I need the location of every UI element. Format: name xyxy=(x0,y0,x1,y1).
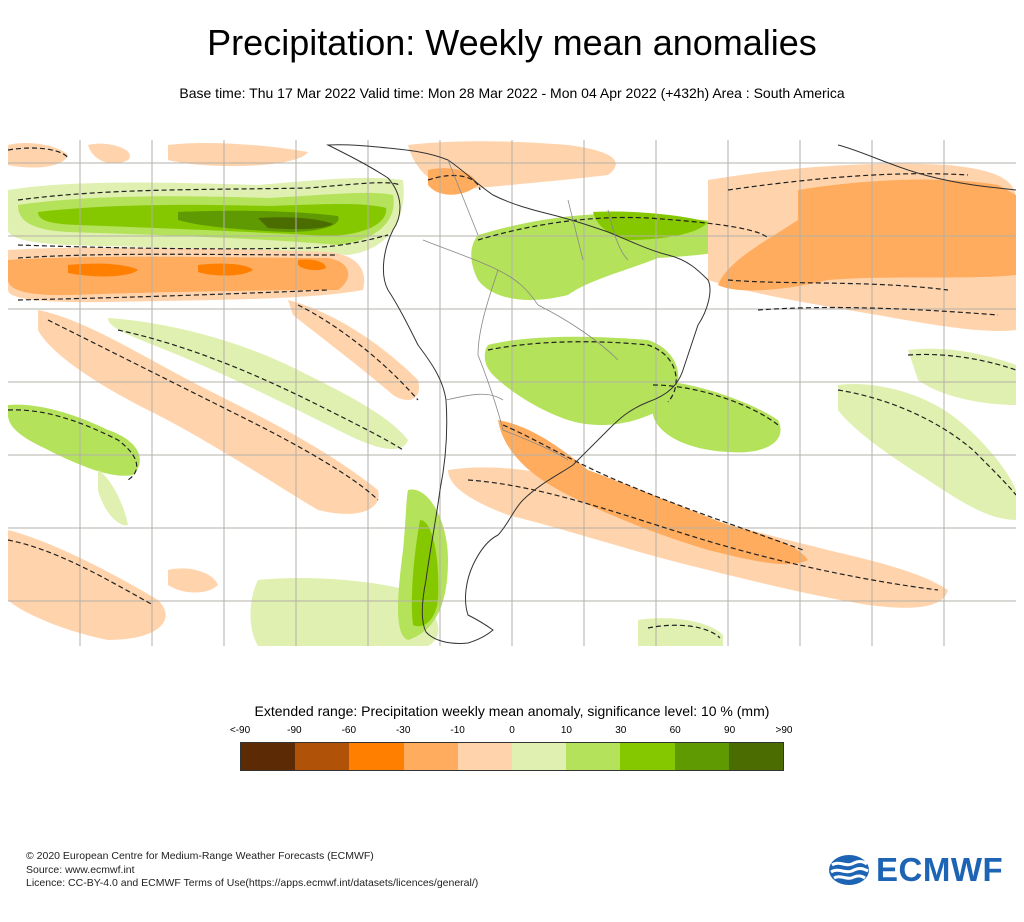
legend-swatch xyxy=(512,743,567,770)
anomaly-neg-light xyxy=(8,530,166,640)
map-grid xyxy=(8,140,1016,646)
anomaly-pos-medium xyxy=(484,336,679,425)
chart-subtitle: Base time: Thu 17 Mar 2022 Valid time: M… xyxy=(179,85,845,101)
anomaly-pos-light xyxy=(638,618,723,646)
legend-tick: -60 xyxy=(341,725,357,736)
country-borders xyxy=(422,159,629,461)
legend-colorbar xyxy=(240,742,784,771)
anomaly-pos-light xyxy=(250,578,439,646)
anomaly-pos-medium xyxy=(8,404,140,476)
anomaly-pos-light xyxy=(108,318,408,450)
anomaly-pos-strong xyxy=(593,211,708,240)
anomaly-pos-medium xyxy=(648,380,781,453)
legend-tick: -10 xyxy=(450,725,465,736)
legend-tick: <-90 xyxy=(229,725,251,736)
anomaly-neg-light xyxy=(38,310,379,514)
anomaly-neg-light xyxy=(168,142,308,167)
anomaly-neg-light xyxy=(168,568,218,593)
anomaly-pos-medium xyxy=(471,213,768,300)
chart-title: Precipitation: Weekly mean anomalies xyxy=(207,22,817,63)
anomaly-neg-light xyxy=(8,143,68,168)
legend-swatch xyxy=(457,743,513,770)
legend-tick: 0 xyxy=(509,725,515,736)
anomaly-neg-light xyxy=(288,300,419,400)
anomaly-neg-strong xyxy=(298,259,326,271)
legend-swatch xyxy=(620,743,675,770)
anomaly-pos-light xyxy=(838,384,1016,520)
footer-copyright: © 2020 European Centre for Medium-Range … xyxy=(26,850,374,862)
anomaly-neg-strong xyxy=(198,263,253,276)
legend-tick: 60 xyxy=(669,725,681,736)
legend-swatch xyxy=(295,743,350,770)
legend-tick: 30 xyxy=(615,725,627,736)
legend-swatch xyxy=(674,743,729,770)
ecmwf-logo-text: ECMWF xyxy=(876,851,1004,888)
legend-tick: 10 xyxy=(560,725,572,736)
anomaly-pos-strong xyxy=(411,520,439,627)
legend-swatch xyxy=(728,743,784,770)
anomaly-neg-medium xyxy=(8,256,349,296)
anomaly-pos-light xyxy=(98,470,128,526)
anomaly-neg-strong xyxy=(68,263,138,277)
anomaly-neg-light xyxy=(88,143,130,164)
legend-swatch xyxy=(403,743,458,770)
footer-licence: Licence: CC-BY-4.0 and ECMWF Terms of Us… xyxy=(26,877,479,889)
footer-source: Source: www.ecmwf.int xyxy=(26,863,135,876)
significance-contours xyxy=(8,147,1016,639)
legend-tick: 90 xyxy=(724,725,736,736)
legend-swatch xyxy=(349,743,404,770)
legend-tick: -90 xyxy=(287,725,302,736)
anomaly-map xyxy=(8,140,1016,646)
legend-swatch xyxy=(566,743,621,770)
ecmwf-logo: ECMWF xyxy=(828,851,1004,888)
legend-title: Extended range: Precipitation weekly mea… xyxy=(254,703,770,719)
ecmwf-logo-icon xyxy=(829,855,869,885)
footer-credits: © 2020 European Centre for Medium-Range … xyxy=(26,850,478,891)
legend-swatch xyxy=(241,743,296,770)
legend-tick: -30 xyxy=(395,725,411,736)
legend-tick: >90 xyxy=(775,725,793,736)
coastline xyxy=(326,144,1016,644)
legend-ticks: <-90 -90 -60 -30 -10 0 10 30 60 90 >90 xyxy=(230,725,793,739)
anomaly-neg-medium xyxy=(718,179,1016,291)
